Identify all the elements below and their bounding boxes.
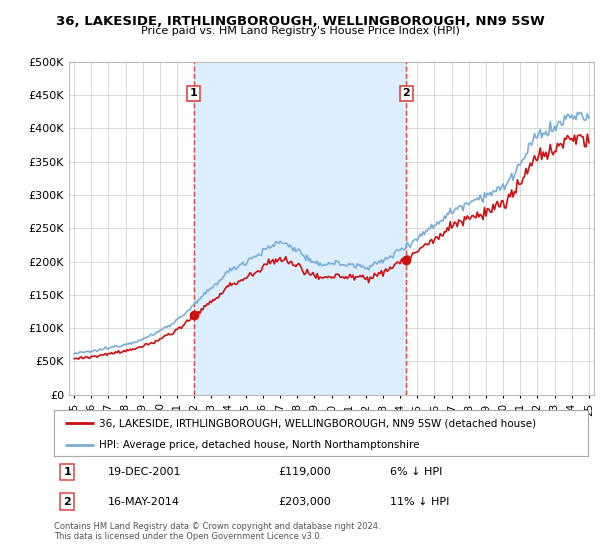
Text: 2: 2 <box>403 88 410 98</box>
Text: 36, LAKESIDE, IRTHLINGBOROUGH, WELLINGBOROUGH, NN9 5SW: 36, LAKESIDE, IRTHLINGBOROUGH, WELLINGBO… <box>56 15 544 27</box>
Text: 1: 1 <box>64 467 71 477</box>
Text: £119,000: £119,000 <box>278 467 331 477</box>
Text: 2: 2 <box>64 497 71 507</box>
Text: 6% ↓ HPI: 6% ↓ HPI <box>391 467 443 477</box>
Text: 11% ↓ HPI: 11% ↓ HPI <box>391 497 450 507</box>
Text: HPI: Average price, detached house, North Northamptonshire: HPI: Average price, detached house, Nort… <box>100 440 420 450</box>
Text: 36, LAKESIDE, IRTHLINGBOROUGH, WELLINGBOROUGH, NN9 5SW (detached house): 36, LAKESIDE, IRTHLINGBOROUGH, WELLINGBO… <box>100 418 536 428</box>
Text: 1: 1 <box>190 88 197 98</box>
Bar <box>194 62 406 395</box>
Text: Contains HM Land Registry data © Crown copyright and database right 2024.
This d: Contains HM Land Registry data © Crown c… <box>54 522 380 542</box>
Text: 19-DEC-2001: 19-DEC-2001 <box>107 467 181 477</box>
Text: £203,000: £203,000 <box>278 497 331 507</box>
Text: Price paid vs. HM Land Registry's House Price Index (HPI): Price paid vs. HM Land Registry's House … <box>140 26 460 36</box>
Text: 16-MAY-2014: 16-MAY-2014 <box>107 497 179 507</box>
